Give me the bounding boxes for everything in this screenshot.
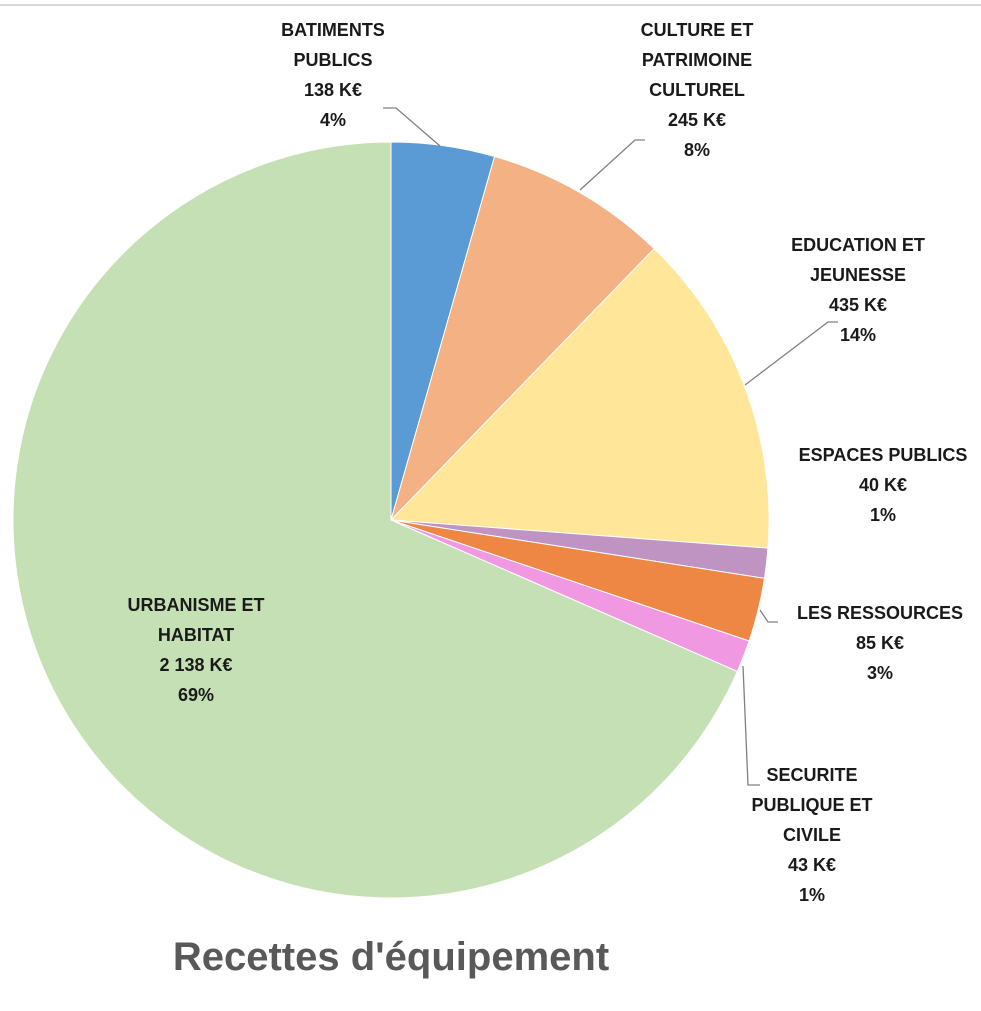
slices — [12, 141, 770, 899]
slice — [389, 248, 770, 549]
leader-line — [742, 665, 760, 786]
value-label: 138 K€ — [303, 80, 363, 100]
category-label: CULTURE ET PATRIMOINE CULTUREL — [640, 20, 754, 100]
leader-line — [759, 609, 778, 623]
percent-label: 4% — [319, 110, 346, 130]
percent-label: 1% — [798, 885, 825, 905]
percent-label: 14% — [839, 325, 877, 345]
value-label: 435 K€ — [828, 295, 888, 315]
slice — [390, 155, 655, 521]
category-label: LES RESSOURCES — [796, 603, 964, 623]
category-label: URBANISME ET HABITAT — [127, 595, 265, 645]
percent-label: 3% — [866, 663, 893, 683]
category-label: BATIMENTS PUBLICS — [281, 20, 385, 70]
value-label: 43 K€ — [787, 855, 837, 875]
data-label: SECURITE PUBLIQUE ET CIVILE 43 K€ 1% — [737, 760, 887, 910]
percent-label: 8% — [683, 140, 710, 160]
value-label: 2 138 K€ — [159, 655, 233, 675]
leader-lines — [383, 107, 838, 786]
data-label: BATIMENTS PUBLICS 138 K€ 4% — [258, 15, 408, 135]
category-label: SECURITE PUBLIQUE ET CIVILE — [751, 765, 873, 845]
data-label: URBANISME ET HABITAT 2 138 K€ 69% — [106, 590, 286, 710]
data-label: CULTURE ET PATRIMOINE CULTUREL 245 K€ 8% — [622, 15, 772, 165]
leader-line — [579, 139, 645, 191]
chart-title: Recettes d'équipement — [172, 935, 610, 979]
percent-label: 69% — [177, 685, 215, 705]
category-label: EDUCATION ET JEUNESSE — [791, 235, 925, 285]
leader-line — [383, 107, 441, 147]
category-label: ESPACES PUBLICS — [798, 445, 968, 465]
value-label: 40 K€ — [858, 475, 908, 495]
data-label: ESPACES PUBLICS 40 K€ 1% — [783, 440, 981, 530]
data-label: EDUCATION ET JEUNESSE 435 K€ 14% — [778, 230, 938, 350]
leader-line — [744, 321, 838, 386]
value-label: 245 K€ — [667, 110, 727, 130]
data-label: LES RESSOURCES 85 K€ 3% — [770, 598, 981, 688]
slice — [12, 141, 738, 899]
percent-label: 1% — [869, 505, 896, 525]
value-label: 85 K€ — [855, 633, 905, 653]
